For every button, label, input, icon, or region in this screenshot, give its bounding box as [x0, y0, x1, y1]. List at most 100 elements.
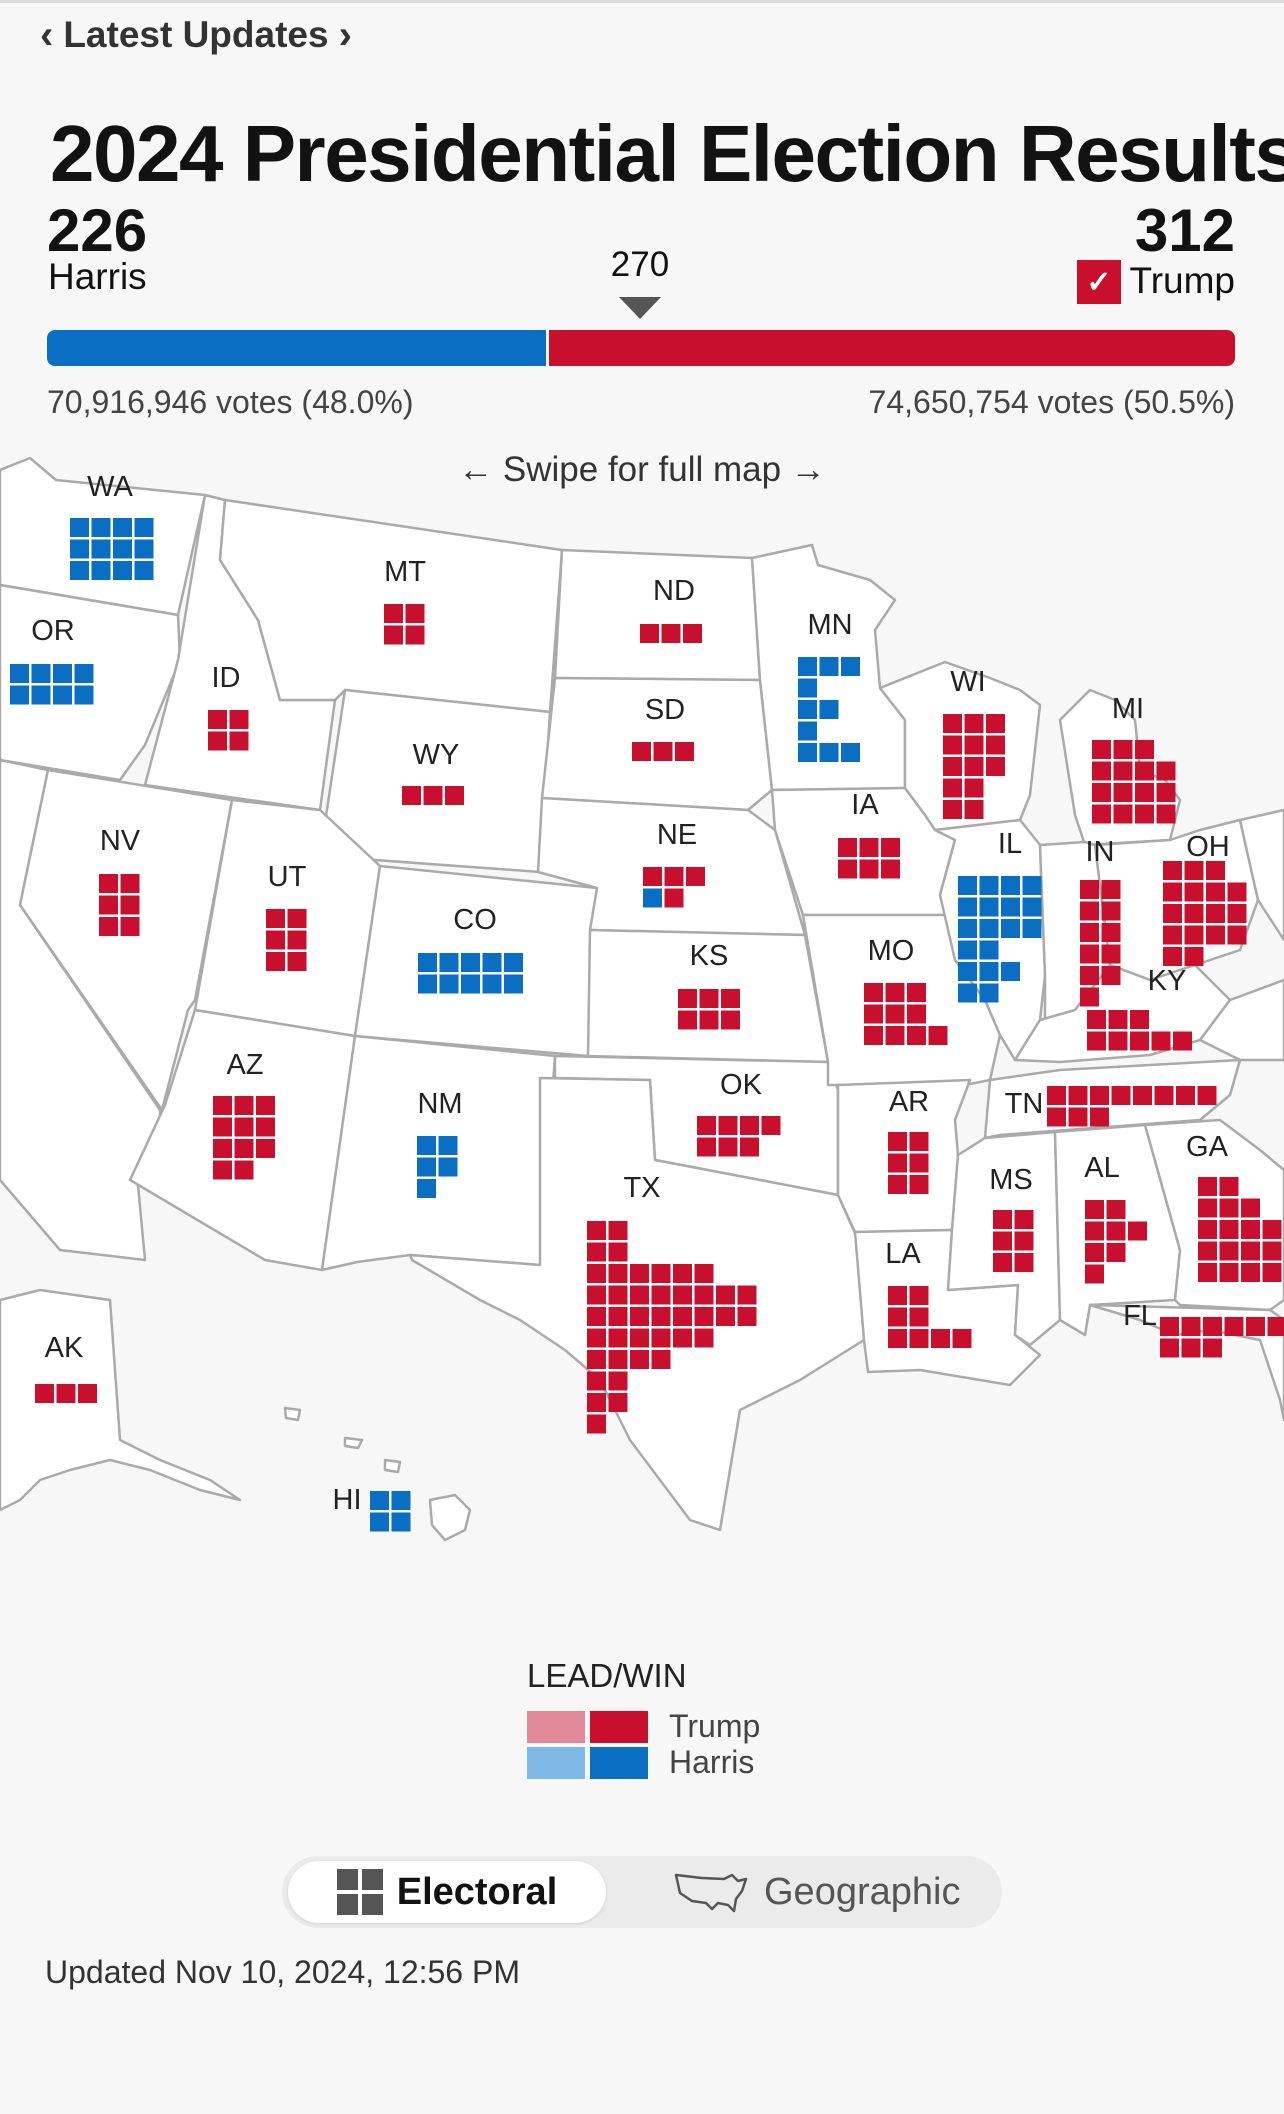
ev-tile-ok: [697, 1116, 716, 1135]
geographic-view-button[interactable]: Geographic: [672, 1861, 972, 1923]
latest-updates-label[interactable]: Latest Updates: [63, 14, 329, 55]
chevron-right-icon[interactable]: ›: [338, 12, 352, 57]
ev-tile-ar: [888, 1132, 907, 1151]
ev-tile-mo: [864, 983, 883, 1002]
latest-updates-nav[interactable]: ‹ Latest Updates ›: [40, 10, 352, 60]
state-label-mi: MI: [1112, 693, 1144, 725]
chevron-left-icon[interactable]: ‹: [40, 12, 54, 57]
ev-tile-ga: [1219, 1220, 1239, 1239]
ev-tile-wy: [402, 786, 421, 805]
state-label-ks: KS: [690, 940, 729, 972]
ev-tile-mn: [841, 657, 860, 676]
ev-tile-ga: [1262, 1241, 1282, 1261]
ev-tile-ia: [859, 838, 879, 857]
ev-tile-wi: [943, 778, 962, 798]
ev-tile-tx: [630, 1264, 649, 1283]
state-hi-1: [428, 1493, 472, 1542]
ev-tile-wi: [964, 800, 984, 819]
ev-tile-ms: [993, 1210, 1012, 1229]
ev-tile-or: [53, 664, 72, 683]
ev-tile-ne: [643, 888, 662, 908]
state-label-fl: FL: [1123, 1300, 1157, 1332]
ev-tile-mi: [1156, 804, 1176, 824]
page-title: 2024 Presidential Election Results: [50, 109, 1284, 198]
ev-tile-az: [256, 1096, 275, 1115]
state-label-ky: KY: [1148, 965, 1187, 997]
ev-tile-ky: [1087, 1031, 1106, 1051]
ev-tile-mo: [928, 1026, 948, 1045]
ev-tile-ga: [1262, 1263, 1282, 1282]
ev-tile-tx: [651, 1350, 671, 1369]
electoral-view-button[interactable]: Electoral: [288, 1861, 606, 1923]
state-label-ia: IA: [851, 789, 879, 821]
ev-tile-ga: [1219, 1177, 1239, 1196]
legend-harris-label: Harris: [669, 1744, 755, 1780]
ev-tile-nm: [438, 1157, 458, 1177]
ev-tile-ms: [1014, 1253, 1034, 1272]
ev-tile-in: [1101, 923, 1121, 942]
ev-tile-ga: [1241, 1241, 1260, 1261]
electoral-map[interactable]: WA OR ID MT ND MN WI MI SD WY NV UT CO NE IA IL IN OH KS MO…: [0, 0, 1284, 1560]
ev-tile-mi: [1135, 761, 1154, 781]
ev-tile-wi: [943, 735, 962, 755]
legend-trump-win-swatch: [590, 1711, 648, 1743]
ev-tile-ga: [1262, 1220, 1282, 1239]
electoral-view-label[interactable]: Electoral: [396, 1870, 558, 1913]
ev-tile-in: [1080, 944, 1099, 964]
ev-tile-ga: [1219, 1241, 1239, 1261]
ev-tile-ne: [643, 867, 662, 886]
ev-tile-ut: [287, 952, 307, 971]
ev-tile-il: [958, 940, 977, 960]
ev-tile-or: [31, 685, 51, 705]
ev-tile-co: [482, 974, 502, 994]
ev-tile-hi: [370, 1491, 389, 1510]
ev-tile-co: [418, 953, 437, 972]
ev-tile-tx: [587, 1221, 606, 1240]
ev-tile-co: [504, 953, 523, 972]
ev-tile-mn: [819, 657, 839, 676]
ev-tile-wa: [70, 518, 89, 537]
ev-tile-tx: [608, 1328, 628, 1348]
map-view-toggle[interactable]: Electoral Geographic: [282, 1856, 1002, 1928]
state-label-il: IL: [998, 828, 1022, 860]
ev-tile-ok: [718, 1116, 738, 1135]
ev-tile-tx: [651, 1328, 671, 1348]
ev-tile-oh: [1184, 947, 1204, 966]
ev-tile-wi: [986, 735, 1005, 755]
ev-tile-mi: [1135, 804, 1154, 824]
ev-tile-in: [1080, 987, 1099, 1007]
geographic-view-label[interactable]: Geographic: [764, 1870, 961, 1913]
ev-tile-mi: [1113, 804, 1133, 824]
ev-tile-tx: [608, 1350, 628, 1369]
harris-name: Harris: [48, 256, 147, 297]
ev-tile-oh: [1163, 925, 1182, 945]
ev-tile-ga: [1241, 1198, 1260, 1218]
ev-tile-ky: [1108, 1010, 1128, 1029]
ev-tile-tx: [608, 1393, 628, 1412]
ev-tile-wi: [964, 735, 984, 755]
state-label-mo: MO: [868, 935, 915, 967]
ev-tile-wy: [445, 786, 464, 805]
ev-tile-tx: [673, 1307, 692, 1326]
ev-tile-nm: [417, 1157, 436, 1177]
ev-tile-fl: [1267, 1317, 1284, 1336]
state-label-nv: NV: [100, 825, 141, 857]
ev-tile-tn: [1133, 1086, 1152, 1105]
ev-tile-tx: [694, 1264, 714, 1283]
state-label-id: ID: [212, 662, 241, 694]
ev-tile-il: [1001, 919, 1020, 938]
ev-tile-ky: [1087, 1010, 1106, 1029]
state-label-al: AL: [1084, 1152, 1119, 1184]
ev-tile-la: [888, 1307, 907, 1327]
ev-tile-tx: [630, 1285, 649, 1305]
ev-tile-sd: [675, 742, 694, 761]
ev-tile-nd: [683, 624, 702, 643]
ev-tile-la: [909, 1286, 929, 1305]
ev-tile-ar: [888, 1175, 907, 1194]
ev-tile-oh: [1206, 861, 1225, 880]
ev-tile-mi: [1092, 783, 1111, 802]
ev-tile-or: [53, 685, 72, 705]
ev-tile-ok: [740, 1116, 759, 1135]
ev-tile-il: [1001, 876, 1020, 895]
ev-tile-nv: [120, 895, 140, 915]
